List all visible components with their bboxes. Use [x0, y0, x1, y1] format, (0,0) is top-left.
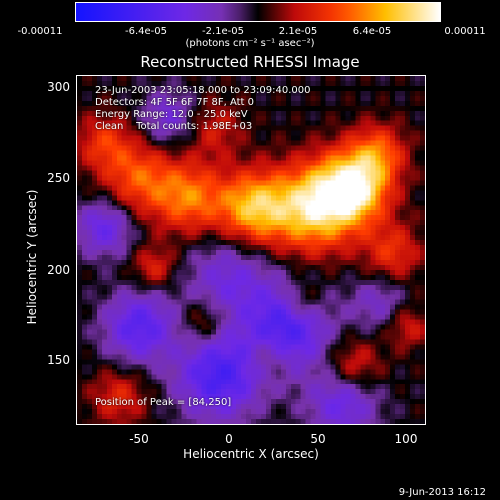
x-tick-label: -50: [129, 432, 149, 446]
chart-title: Reconstructed RHESSI Image: [140, 53, 360, 71]
y-tick-label: 300: [47, 80, 70, 94]
colorbar-tick-label: -2.1e-05: [202, 26, 244, 37]
colorbar-tick-label: 2.1e-05: [278, 26, 318, 37]
heatmap-image: [77, 76, 425, 424]
x-tick-label: 0: [225, 432, 233, 446]
colorbar-tick-label: -0.00011: [17, 26, 63, 37]
colorbar-tick-label: 0.00011: [444, 26, 486, 37]
timestamp: 9-Jun-2013 16:12: [398, 487, 486, 498]
y-axis-label: Heliocentric Y (arcsec): [25, 189, 39, 325]
y-tick-label: 150: [47, 353, 70, 367]
annotation-clean: Clean Total counts: 1.98E+03: [95, 121, 253, 132]
annotation-energy: Energy Range: 12.0 - 25.0 keV: [95, 109, 248, 120]
colorbar-tick-label: 6.4e-05: [352, 26, 392, 37]
annotation-detectors: Detectors: 4F 5F 6F 7F 8F, Att 0: [95, 97, 255, 108]
y-tick-label: 250: [47, 171, 70, 185]
annotation-peak: Position of Peak = [84,250]: [95, 397, 232, 408]
annotation-time: 23-Jun-2003 23:05:18.000 to 23:09:40.000: [95, 85, 311, 96]
x-tick-label: 100: [394, 432, 418, 446]
x-tick-label: 50: [310, 432, 326, 446]
colorbar-tick-label: -6.4e-05: [125, 26, 167, 37]
colorbar-units: (photons cm⁻² s⁻¹ asec⁻²): [185, 38, 315, 49]
plot-area: 23-Jun-2003 23:05:18.000 to 23:09:40.000…: [76, 75, 426, 425]
x-axis-label: Heliocentric X (arcsec): [183, 447, 319, 461]
colorbar: [75, 2, 441, 22]
y-tick-label: 200: [47, 263, 70, 277]
